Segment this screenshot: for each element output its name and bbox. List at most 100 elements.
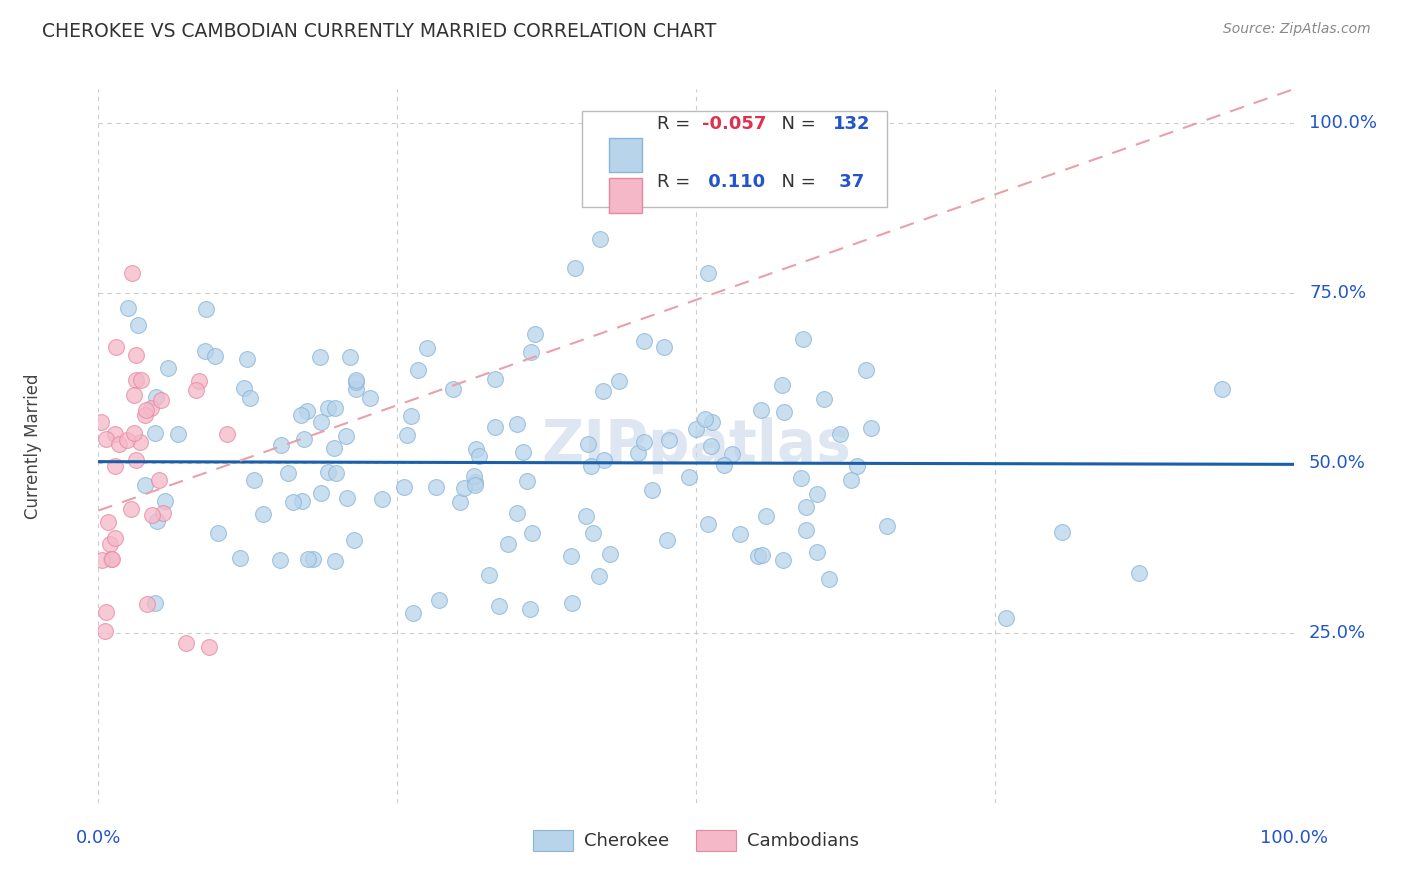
Point — [204, 349, 226, 363]
Point — [425, 480, 447, 494]
Point — [855, 363, 877, 377]
Point — [592, 384, 614, 398]
Point — [186, 383, 208, 397]
Point — [134, 409, 156, 423]
Text: 100.0%: 100.0% — [1309, 114, 1376, 132]
Point — [696, 517, 718, 532]
FancyBboxPatch shape — [609, 178, 643, 212]
Point — [484, 372, 506, 386]
Point — [290, 408, 312, 422]
Point — [129, 434, 152, 449]
Point — [576, 437, 599, 451]
Point — [117, 301, 139, 315]
Point — [396, 427, 419, 442]
Point — [335, 429, 357, 443]
Point — [233, 381, 256, 395]
Point — [713, 458, 735, 472]
Point — [295, 404, 318, 418]
Point — [343, 533, 366, 547]
Point — [700, 415, 723, 429]
Point — [94, 624, 117, 638]
Point — [139, 401, 162, 415]
Point — [129, 373, 152, 387]
Point — [91, 553, 114, 567]
Point — [488, 599, 510, 614]
Point — [427, 593, 450, 607]
Point — [516, 474, 538, 488]
Point — [633, 434, 655, 449]
Point — [143, 596, 166, 610]
Point — [806, 487, 828, 501]
Point — [751, 548, 773, 562]
Point — [695, 412, 717, 426]
Point — [194, 343, 217, 358]
Point — [242, 473, 264, 487]
Point — [773, 404, 796, 418]
Text: 75.0%: 75.0% — [1309, 284, 1367, 302]
Point — [652, 340, 675, 354]
Point — [607, 374, 630, 388]
Point — [316, 465, 339, 479]
Point — [678, 470, 700, 484]
Point — [749, 402, 772, 417]
Point — [772, 553, 794, 567]
Point — [806, 545, 828, 559]
Point — [145, 390, 167, 404]
Text: 100.0%: 100.0% — [1260, 829, 1327, 847]
Point — [839, 473, 862, 487]
Point — [339, 350, 361, 364]
Point — [633, 334, 655, 348]
Point — [100, 552, 122, 566]
Point — [464, 477, 486, 491]
Point — [325, 467, 347, 481]
Point — [1050, 524, 1073, 539]
Point — [105, 341, 128, 355]
Point — [575, 509, 598, 524]
Point — [371, 492, 394, 507]
Point — [464, 475, 486, 489]
Point — [136, 597, 159, 611]
Point — [207, 526, 229, 541]
Point — [270, 438, 292, 452]
Point — [523, 326, 546, 341]
Point — [194, 301, 217, 316]
Point — [564, 261, 586, 276]
Point — [818, 572, 841, 586]
Point — [125, 373, 148, 387]
Point — [344, 376, 367, 390]
Text: 0.110: 0.110 — [702, 173, 765, 191]
Point — [468, 449, 491, 463]
Point — [236, 352, 259, 367]
FancyBboxPatch shape — [582, 111, 887, 207]
Point — [860, 421, 883, 435]
Point — [239, 392, 262, 406]
Point — [134, 478, 156, 492]
Point — [506, 417, 529, 432]
Point — [309, 486, 332, 500]
Point — [150, 392, 173, 407]
Point — [416, 341, 439, 355]
Point — [198, 640, 221, 655]
Point — [794, 500, 817, 515]
Point — [90, 415, 112, 429]
Point — [297, 552, 319, 566]
Point — [505, 506, 527, 520]
Text: 37: 37 — [834, 173, 865, 191]
Point — [627, 446, 650, 460]
Point — [292, 432, 315, 446]
Point — [104, 532, 127, 546]
Point — [157, 360, 180, 375]
Text: 0.0%: 0.0% — [76, 829, 121, 847]
Text: N =: N = — [770, 173, 821, 191]
Point — [229, 551, 252, 566]
Point — [561, 596, 583, 610]
Point — [560, 549, 582, 563]
Point — [655, 533, 678, 547]
Point — [344, 373, 367, 387]
Point — [465, 442, 488, 456]
Point — [747, 549, 769, 563]
Point — [325, 401, 347, 415]
Point — [217, 426, 239, 441]
Point — [463, 469, 485, 483]
Point — [588, 569, 610, 583]
